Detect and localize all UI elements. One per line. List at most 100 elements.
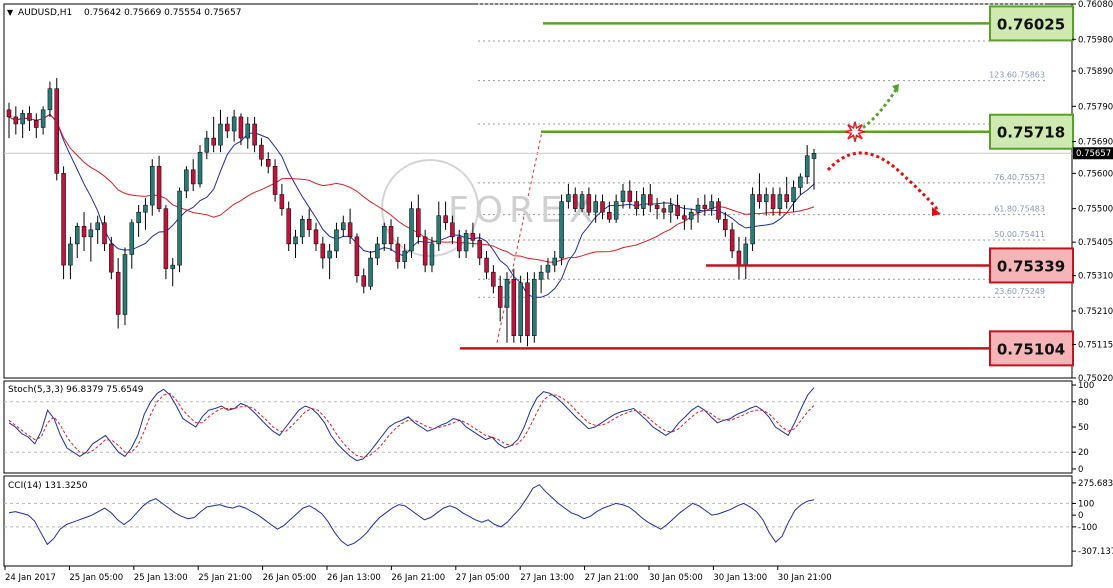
stoch-tick-label: 0	[1078, 465, 1083, 475]
candle-body	[716, 201, 721, 220]
price-tick-label: 0.75690	[1078, 138, 1113, 148]
candle-body	[777, 194, 783, 209]
cci-tick-label: 100	[1078, 499, 1094, 509]
candle-body	[320, 243, 326, 259]
fib-value: 0.75249	[1012, 287, 1045, 296]
chevron-down-icon[interactable]: ▼	[7, 8, 14, 17]
time-label: 30 Jan 13:00	[713, 573, 767, 583]
candle-body	[675, 204, 680, 216]
chart-header: ▼ AUDUSD,H1 0.75642 0.75669 0.75554 0.75…	[7, 8, 241, 18]
time-label: 30 Jan 05:00	[649, 573, 703, 583]
candle-body	[252, 123, 257, 146]
candle-body	[150, 166, 155, 206]
ohlc-readout: 0.75642 0.75669 0.75554 0.75657	[84, 8, 241, 18]
time-label: 25 Jan 13:00	[134, 573, 188, 583]
candle-body	[136, 211, 141, 224]
time-label: 27 Jan 13:00	[520, 573, 574, 583]
candle-body	[368, 257, 373, 287]
price-tick-label: 0.75405	[1078, 238, 1113, 248]
candle-body	[27, 113, 32, 121]
candle-body	[259, 144, 264, 160]
cci-tick-label: 275.6836	[1078, 479, 1113, 489]
candle-body	[416, 208, 421, 238]
fib-label: 61.8	[994, 205, 1012, 214]
candle-body	[334, 229, 339, 252]
time-label: 25 Jan 21:00	[198, 573, 252, 583]
candle-body	[204, 137, 210, 153]
price-tick-label: 0.75115	[1078, 340, 1113, 350]
candle-body	[286, 208, 291, 245]
candle-body	[184, 169, 189, 192]
candle-body	[54, 88, 60, 174]
price-tick-label: 0.75020	[1078, 374, 1113, 384]
candle-body	[600, 201, 605, 213]
candle-body	[272, 166, 278, 195]
candle-body	[429, 243, 435, 266]
candle-body	[197, 151, 203, 185]
cci-tick-label: -307.1370	[1078, 547, 1113, 557]
candle-body	[88, 229, 94, 238]
candle-body	[566, 194, 571, 202]
candle-body	[436, 215, 442, 245]
candle-body	[409, 208, 414, 252]
candle-body	[265, 158, 271, 167]
candle-body	[279, 194, 285, 209]
cci-tick-label: -100	[1078, 523, 1097, 533]
stochastic-title: Stoch(5,3,3) 96.8379 75.6549	[8, 385, 144, 395]
candle-body	[463, 233, 469, 252]
candle-body	[538, 271, 544, 280]
candle-body	[354, 236, 360, 276]
candle-body	[798, 176, 803, 188]
candle-body	[743, 243, 749, 266]
price-tick-label: 0.75600	[1078, 169, 1113, 179]
cci-panel[interactable]	[3, 475, 1073, 567]
candle-body	[641, 194, 646, 209]
time-label: 24 Jan 2017	[5, 573, 56, 583]
price-panel[interactable]	[3, 3, 1073, 379]
candle-body	[579, 194, 585, 209]
candle-body	[811, 152, 817, 159]
candle-body	[532, 278, 537, 336]
level-label: 0.75339	[997, 257, 1065, 275]
candle-body	[143, 204, 148, 213]
cci-oscillator: 275.6836 100 0 -100 -307.1370	[4, 479, 1113, 557]
candle-body	[627, 190, 633, 202]
candle-body	[122, 254, 128, 315]
fib-label: 123.6	[989, 71, 1012, 80]
candle-body	[504, 278, 510, 308]
candle-body	[770, 194, 776, 209]
price-tick-label: 0.75310	[1078, 272, 1113, 282]
fib-value: 0.75863	[1012, 71, 1045, 80]
level-box	[989, 330, 1074, 367]
candle-body	[341, 222, 346, 231]
bearish-arrowhead	[932, 207, 941, 216]
forecast-arrows	[826, 84, 941, 216]
candle-body	[170, 264, 175, 269]
time-label: 26 Jan 13:00	[327, 573, 381, 583]
cci-line	[8, 484, 815, 547]
candle-body	[375, 243, 380, 259]
candle-body	[593, 201, 598, 213]
stoch-tick-label: 100	[1078, 381, 1094, 391]
candle-body	[572, 194, 578, 209]
candle-body	[450, 222, 455, 238]
candle-body	[177, 190, 182, 266]
candle-body	[804, 155, 810, 178]
candle-body	[791, 187, 796, 202]
candle-body	[784, 194, 789, 202]
candle-body	[620, 190, 626, 202]
key-levels: 0.76025 0.75718 0.75339 0.75104	[460, 5, 1074, 367]
stoch-tick-label: 50	[1078, 423, 1089, 433]
stochastic-oscillator: 100 80 50 20 0	[4, 381, 1094, 475]
candle-body	[109, 243, 114, 273]
fib-value: 0.75483	[1012, 205, 1045, 214]
candle-body	[306, 218, 312, 231]
candle-body	[129, 222, 135, 255]
current-price-label: 0.75657	[1076, 149, 1111, 159]
candle-body	[13, 116, 19, 125]
candle-body	[388, 226, 394, 245]
candle-body	[511, 278, 517, 336]
candle-body	[443, 215, 448, 224]
price-tick-label: 0.75790	[1078, 102, 1113, 112]
